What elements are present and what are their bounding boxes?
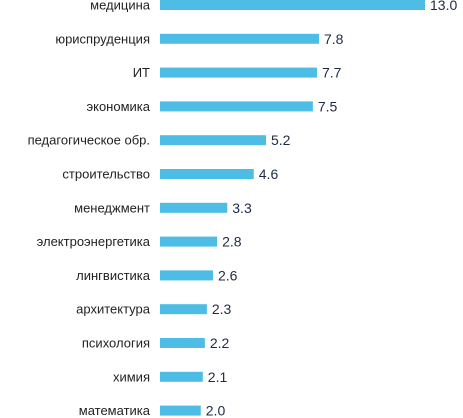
category-label: медицина	[90, 0, 151, 13]
bar	[160, 236, 218, 247]
category-label: юриспруденция	[55, 31, 150, 46]
bar	[160, 405, 201, 416]
bar	[160, 338, 205, 348]
category-label: математика	[79, 403, 151, 418]
category-label: электроэнергетика	[37, 234, 151, 249]
value-label: 7.8	[324, 31, 344, 47]
bar-row: юриспруденция 7.8	[55, 31, 343, 47]
category-label: психология	[82, 336, 150, 351]
bar-row: лингвистика 2.6	[76, 267, 238, 283]
value-label: 7.5	[318, 98, 338, 114]
category-label: лингвистика	[76, 268, 151, 283]
bar-row: психология 2.2	[82, 335, 230, 351]
bar	[160, 202, 228, 213]
bar	[160, 101, 313, 112]
bar-row: математика 2.0	[79, 403, 226, 418]
category-label: строительство	[62, 167, 150, 182]
bar-row: электроэнергетика 2.8	[37, 234, 242, 250]
category-label: экономика	[86, 99, 150, 114]
bar	[160, 371, 203, 382]
bar	[160, 135, 266, 146]
value-label: 5.2	[271, 132, 291, 148]
bar-row: педагогическое обр. 5.2	[28, 132, 291, 148]
bar	[160, 270, 213, 281]
value-label: 2.2	[210, 335, 230, 351]
category-label: архитектура	[76, 302, 151, 317]
value-label: 4.6	[259, 166, 279, 182]
value-label: 3.3	[232, 200, 252, 216]
bar-row: менеджмент 3.3	[74, 200, 252, 216]
bar	[160, 304, 207, 315]
value-label: 13.0	[430, 0, 457, 13]
bar	[160, 67, 317, 78]
value-label: 2.1	[208, 369, 228, 385]
bar-row: архитектура 2.3	[76, 301, 231, 317]
value-label: 7.7	[322, 65, 342, 81]
bar	[160, 169, 254, 179]
bar	[160, 0, 425, 10]
bar	[160, 33, 319, 44]
bar-row: медицина 13.0	[90, 0, 457, 13]
bar-row: экономика 7.5	[86, 98, 337, 114]
category-label: педагогическое обр.	[28, 133, 150, 148]
bar-row: строительство 4.6	[62, 166, 278, 182]
value-label: 2.0	[206, 403, 226, 418]
value-label: 2.8	[222, 234, 242, 250]
value-label: 2.6	[218, 267, 238, 283]
bar-row: ИТ 7.7	[133, 65, 342, 81]
value-label: 2.3	[212, 301, 232, 317]
category-label: менеджмент	[74, 200, 150, 215]
bar-row: химия 2.1	[113, 369, 227, 385]
category-label: химия	[113, 369, 150, 384]
category-label: ИТ	[133, 65, 150, 80]
